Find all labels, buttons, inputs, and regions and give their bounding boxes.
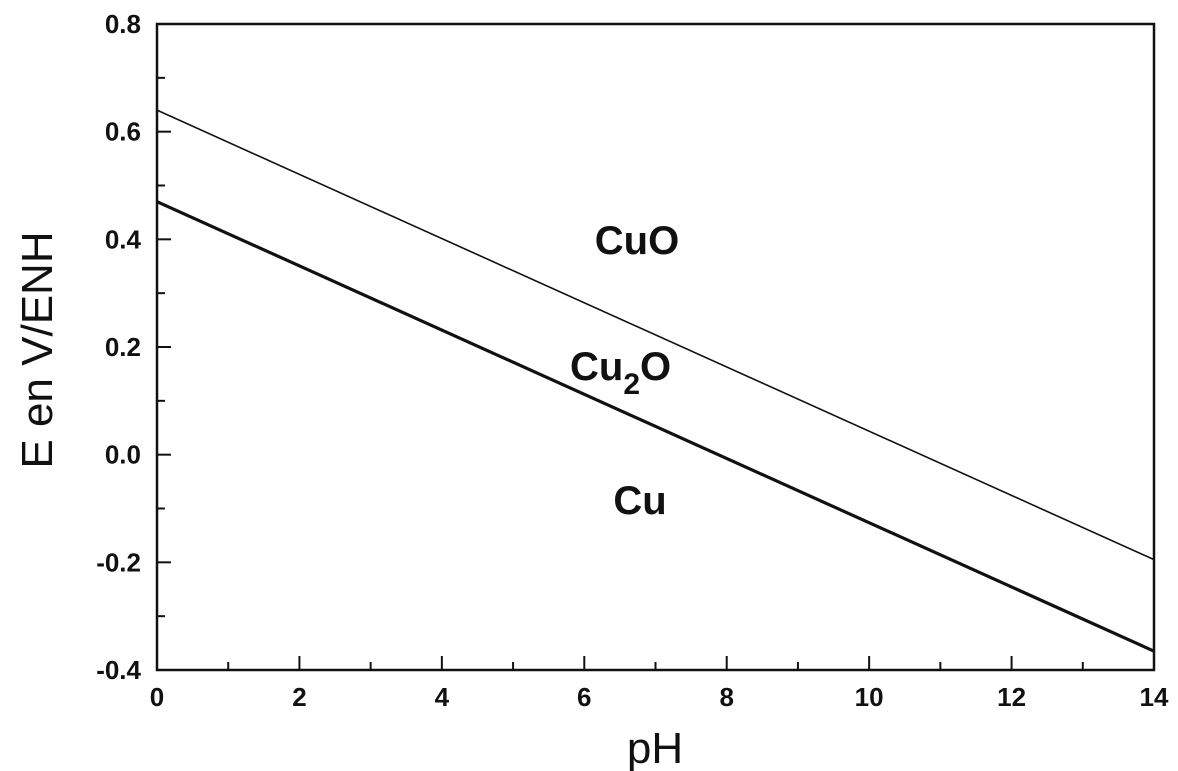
x-tick-label: 0	[150, 682, 164, 712]
y-tick-label: -0.2	[96, 547, 141, 577]
y-tick-label: -0.4	[96, 655, 141, 685]
region-label-cu: Cu	[613, 479, 666, 523]
y-tick-label: 0.8	[105, 9, 141, 39]
x-tick-label: 2	[292, 682, 306, 712]
region-label-cu2o: Cu2O	[570, 345, 671, 401]
y-tick-label: 0.6	[105, 117, 141, 147]
series-line-2	[156, 200, 1155, 653]
x-tick-label: 12	[997, 682, 1026, 712]
x-tick-label: 6	[577, 682, 591, 712]
cu2o-subscript: 2	[623, 368, 640, 401]
cu2o-main: Cu	[570, 345, 623, 389]
series-line-1	[156, 109, 1155, 561]
y-axis-title: E en V/ENH	[13, 231, 62, 468]
x-tick-label: 14	[1140, 682, 1169, 712]
y-tick-label: 0.0	[105, 440, 141, 470]
x-tick-label: 10	[855, 682, 884, 712]
x-tick-label: 4	[435, 682, 450, 712]
y-tick-label: 0.2	[105, 332, 141, 362]
region-label-cuo: CuO	[595, 219, 679, 263]
cu2o-tail: O	[640, 345, 671, 389]
y-tick-label: 0.4	[105, 224, 142, 254]
x-axis-title: pH	[627, 724, 683, 771]
ticks	[156, 23, 1155, 671]
x-tick-label: 8	[719, 682, 733, 712]
series-lines	[156, 109, 1155, 653]
x-tick-labels: 0 2 4 6 8 10 12 14	[150, 682, 1169, 712]
y-tick-labels: -0.4 -0.2 0.0 0.2 0.4 0.6 0.8	[96, 9, 141, 685]
